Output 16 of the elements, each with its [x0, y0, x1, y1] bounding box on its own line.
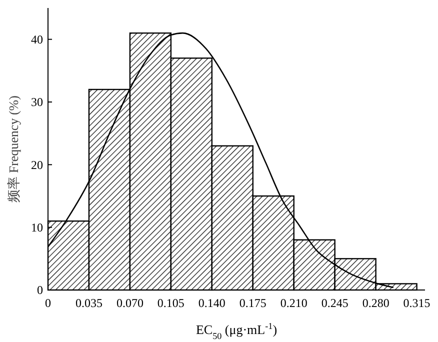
x-tick-label: 0.280 [362, 296, 390, 310]
y-tick-label: 40 [31, 32, 43, 47]
x-axis-title: EC$_{50}$ (μg·mL$^{-1}$) [196, 321, 278, 341]
y-tick-label: 10 [31, 220, 43, 235]
x-tick-label: 0.105 [157, 296, 184, 310]
x-tick-label: 0.315 [403, 296, 430, 310]
y-tick-label: 20 [31, 158, 43, 172]
x-tick-label: 0.070 [116, 296, 144, 310]
y-tick-label: 30 [31, 95, 43, 110]
x-tick-label: 0.175 [239, 296, 266, 310]
y-tick-label: 0 [37, 283, 43, 298]
y-axis-title: 频率 Frequency (%) [6, 96, 21, 202]
x-tick-label: 0.140 [198, 296, 226, 310]
x-tick-label: 0.210 [280, 296, 308, 310]
x-tick-label: 0.035 [75, 296, 102, 310]
x-tick-label: 0.245 [321, 296, 348, 310]
